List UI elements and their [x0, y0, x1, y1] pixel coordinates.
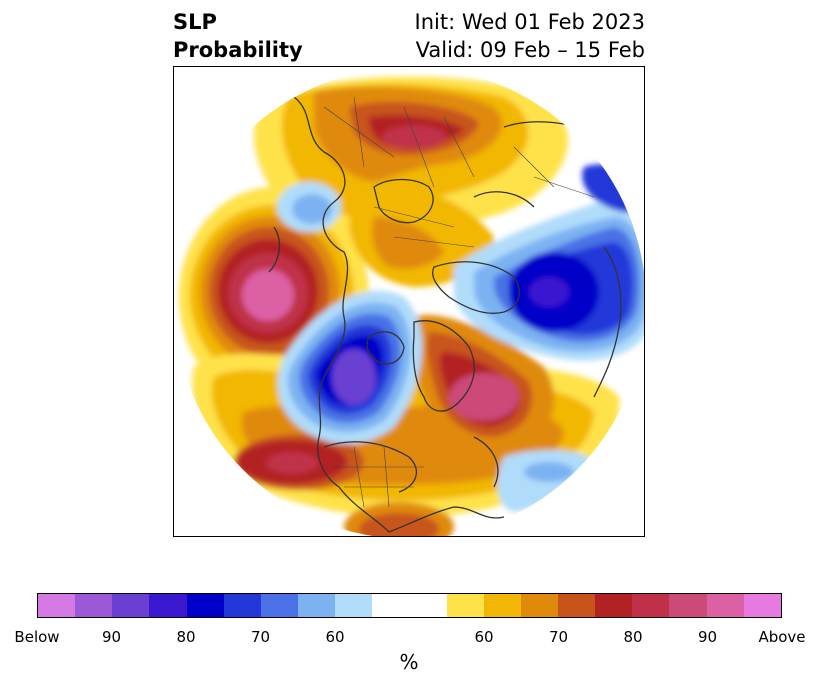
below-region-alaska [277, 182, 341, 232]
colorbar-tick-label: 60 [325, 628, 345, 646]
colorbar-segment [149, 594, 187, 617]
colorbar-units: % [399, 650, 419, 674]
colorbar-tick-label: 60 [474, 628, 494, 646]
above-region-atlantic [409, 315, 554, 453]
below-region-atlantic [497, 450, 594, 512]
colorbar-tick-label: Above [758, 628, 806, 646]
colorbar-segment [260, 594, 298, 617]
colorbar-segment [743, 594, 781, 617]
colorbar-segment [297, 594, 336, 617]
colorbar-segment [557, 594, 596, 617]
colorbar-segment [38, 594, 76, 617]
colorbar-tick-label: 70 [250, 628, 271, 646]
colorbar-segment [669, 594, 707, 617]
colorbar-tick-label: 90 [101, 628, 122, 646]
below-region-east [454, 164, 644, 361]
colorbar-segment [483, 594, 521, 617]
colorbar-tick-label: 90 [697, 628, 718, 646]
title-line-1: SLP [173, 10, 217, 34]
probability-map [173, 66, 645, 537]
colorbar-segment [520, 594, 558, 617]
colorbar-segment [706, 594, 744, 617]
colorbar-tick-label: Below [14, 628, 60, 646]
colorbar-segment [112, 594, 150, 617]
valid-dates: Valid: 09 Feb – 15 Feb [415, 38, 645, 62]
colorbar [37, 593, 782, 618]
probability-field [179, 76, 644, 536]
above-region-pacific [179, 187, 369, 407]
colorbar-tick-label: 70 [548, 628, 569, 646]
polar-projection-map [174, 67, 644, 536]
colorbar-tick-label: 80 [623, 628, 643, 646]
colorbar-segment [595, 594, 633, 617]
map-title: SLP Probability [173, 8, 303, 64]
title-line-2: Probability [173, 38, 303, 62]
forecast-dates: Init: Wed 01 Feb 2023 Valid: 09 Feb – 15… [415, 8, 645, 64]
colorbar-segment [409, 594, 447, 617]
below-region-canada [277, 290, 423, 444]
colorbar-segment [372, 594, 410, 617]
colorbar-segment [335, 594, 373, 617]
init-date: Init: Wed 01 Feb 2023 [414, 10, 645, 34]
colorbar-segment [186, 594, 224, 617]
colorbar-segment [446, 594, 484, 617]
colorbar-segment [632, 594, 670, 617]
colorbar-segment [75, 594, 113, 617]
colorbar-segment [223, 594, 261, 617]
colorbar-tick-label: 80 [176, 628, 196, 646]
political-borders [323, 96, 595, 508]
